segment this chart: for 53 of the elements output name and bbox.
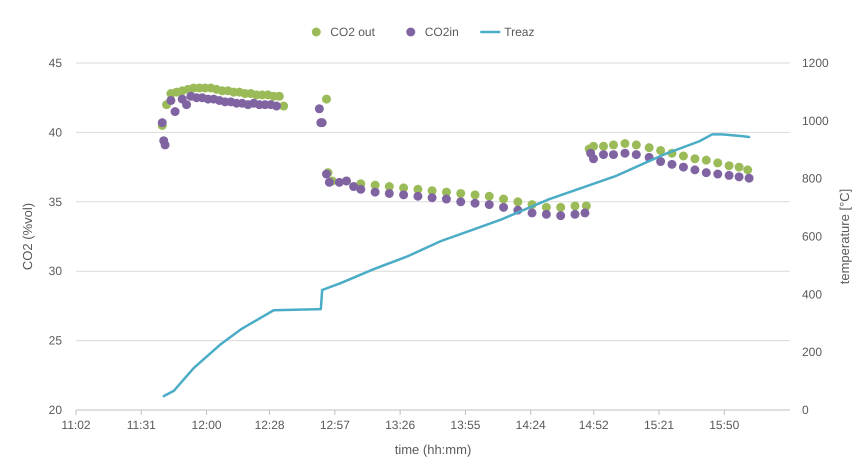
y2-tick-label: 400 bbox=[802, 287, 822, 302]
y2-tick-label: 1200 bbox=[802, 56, 830, 70]
legend-label: Treaz bbox=[504, 25, 534, 39]
point bbox=[690, 154, 700, 164]
point bbox=[598, 142, 608, 151]
y-tick-label: 25 bbox=[48, 334, 62, 348]
point bbox=[556, 202, 566, 212]
x-tick-label: 11:31 bbox=[126, 418, 156, 432]
point bbox=[713, 158, 722, 168]
point bbox=[513, 197, 522, 206]
point bbox=[724, 161, 734, 170]
point bbox=[570, 201, 580, 210]
y-tick-label: 40 bbox=[48, 125, 62, 140]
point bbox=[484, 192, 494, 201]
point bbox=[499, 194, 508, 204]
point bbox=[678, 151, 688, 160]
point bbox=[456, 188, 466, 198]
y-tick-label: 45 bbox=[48, 56, 62, 70]
point bbox=[470, 190, 480, 200]
y2-tick-label: 800 bbox=[802, 172, 822, 186]
point bbox=[644, 143, 654, 152]
line-series bbox=[162, 133, 750, 398]
legend-label: CO2 out bbox=[330, 25, 376, 39]
y-tick-label: 30 bbox=[48, 264, 62, 278]
x-tick-label: 13:26 bbox=[385, 418, 416, 432]
y-axis-title: CO2 (%vol) bbox=[20, 202, 35, 270]
point bbox=[702, 156, 711, 165]
point bbox=[620, 139, 630, 148]
point bbox=[322, 94, 331, 104]
x-tick-label: 15:21 bbox=[644, 418, 674, 432]
y2-tick-label: 600 bbox=[802, 230, 822, 244]
x-tick-label: 12:57 bbox=[320, 418, 350, 432]
point bbox=[632, 140, 641, 150]
point bbox=[656, 146, 666, 155]
x-axis-title: time (hh:mm) bbox=[394, 442, 472, 457]
x-tick-label: 14:24 bbox=[516, 418, 546, 432]
x-tick-label: 11:02 bbox=[61, 418, 91, 432]
x-tick-label: 14:52 bbox=[578, 418, 610, 432]
x-tick-label: 12:00 bbox=[192, 418, 222, 432]
point bbox=[743, 165, 752, 174]
y-tick-label: 35 bbox=[48, 194, 62, 209]
y2-axis-title: temperature [°C] bbox=[837, 188, 852, 284]
y-tick-label: 20 bbox=[48, 403, 62, 417]
legend-label: CO2in bbox=[424, 25, 459, 39]
point bbox=[734, 162, 744, 172]
y2-tick-label: 1000 bbox=[802, 114, 830, 128]
x-tick-label: 13:55 bbox=[450, 418, 481, 432]
x-tick-label: 12:28 bbox=[254, 418, 285, 432]
x-tick-label: 15:50 bbox=[709, 418, 740, 432]
point bbox=[608, 140, 618, 150]
y2-tick-label: 0 bbox=[802, 403, 809, 417]
y2-tick-label: 200 bbox=[802, 345, 822, 360]
point bbox=[588, 142, 598, 151]
